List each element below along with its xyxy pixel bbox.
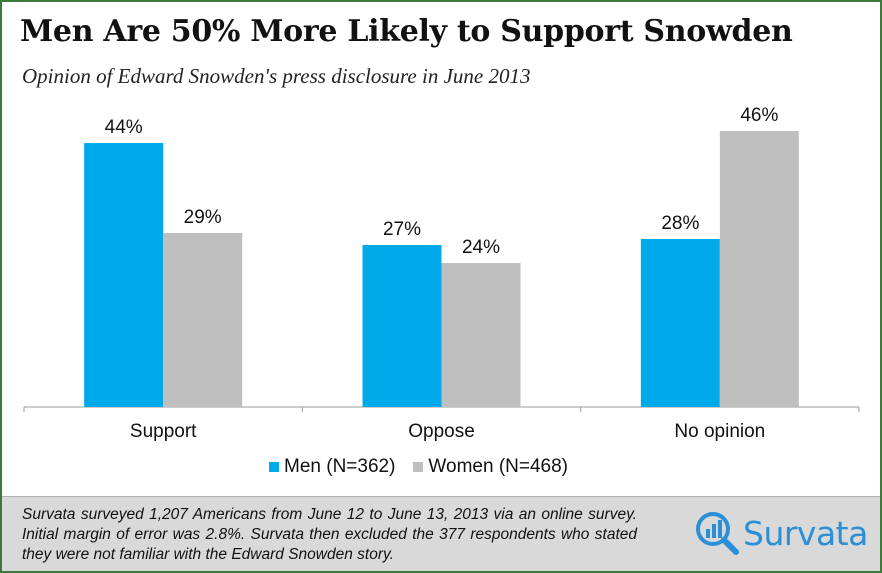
legend-swatch-women: [413, 462, 424, 472]
data-label: 46%: [740, 105, 778, 126]
bar-women: [441, 263, 521, 407]
logo-text: Survata: [743, 513, 868, 553]
chart-subtitle: Opinion of Edward Snowden's press disclo…: [22, 64, 531, 88]
legend: Men (N=362) Women (N=468): [269, 456, 586, 478]
bar-men: [640, 239, 720, 407]
bar-women: [719, 131, 799, 407]
category-label: Oppose: [408, 421, 475, 442]
category-label: Support: [130, 421, 197, 442]
legend-label-women: Women (N=468): [428, 456, 568, 477]
legend-item-men: Men (N=362): [269, 456, 395, 478]
data-label: 29%: [184, 207, 222, 228]
category-label: No opinion: [674, 421, 765, 442]
data-label: 24%: [462, 237, 500, 258]
bar-men: [84, 143, 164, 407]
bar-chart: 44% 29% Support 27% 24% Oppose 28% 46% No opinio…: [23, 105, 860, 442]
legend-swatch-men: [269, 462, 279, 472]
data-label: 27%: [383, 219, 421, 240]
magnifier-chart-icon: [696, 512, 739, 555]
footer: Survata surveyed 1,207 Americans from Ju…: [2, 496, 880, 571]
chart-title: Men Are 50% More Likely to Support Snowd…: [20, 14, 793, 49]
bar-men: [362, 245, 442, 407]
survata-logo: Survata: [694, 510, 868, 556]
legend-item-women: Women (N=468): [413, 456, 568, 478]
legend-label-men: Men (N=362): [284, 456, 396, 477]
bar-women: [163, 233, 243, 407]
data-label: 28%: [661, 213, 699, 234]
footnote: Survata surveyed 1,207 Americans from Ju…: [22, 506, 637, 563]
data-label: 44%: [105, 117, 143, 138]
